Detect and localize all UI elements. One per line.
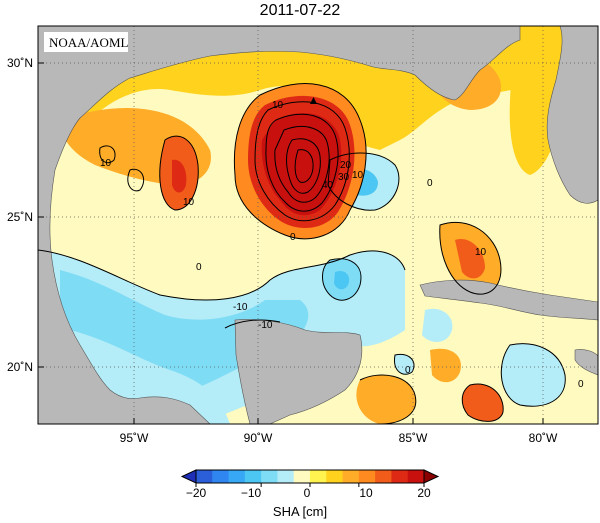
- colorbar-segment: [310, 470, 327, 483]
- colorbar: [180, 469, 440, 487]
- contour-label: 0: [578, 379, 584, 390]
- drifter-marker-icon: [310, 97, 317, 104]
- colorbar-tick: 10: [359, 486, 373, 500]
- colorbar-tick: −20: [186, 486, 207, 500]
- contour-label: 10: [272, 100, 284, 111]
- land-masses: [38, 26, 598, 424]
- colorbar-tick: −10: [241, 486, 262, 500]
- warm-eddy-south-1: [356, 375, 416, 424]
- caribbean-eddy-1: [501, 343, 566, 407]
- x-tick-label: 85˚W: [399, 431, 428, 445]
- x-axis-labels: 95˚W 90˚W 85˚W 80˚W: [120, 418, 558, 445]
- contour-label: 30: [338, 172, 350, 183]
- x-tick-label: 90˚W: [244, 431, 273, 445]
- colorbar-segment: [293, 470, 311, 483]
- contour-label: 10: [475, 247, 487, 258]
- colorbar-tick-labels: −20 −10 0 10 20: [186, 486, 431, 500]
- colorbar-tick: 0: [304, 486, 311, 500]
- warm-eddy-east-core: [455, 239, 485, 279]
- contour-label-group: 10 10 10 0 0 0 10 -10 -10 0 0 10 40 30 2…: [100, 100, 584, 390]
- contour-label: 20: [340, 160, 352, 171]
- colorbar-segment: [196, 470, 213, 483]
- caribbean-eddy-2: [422, 308, 453, 342]
- colorbar-segment: [391, 470, 409, 483]
- contour-label: 0: [290, 232, 296, 243]
- contour-label: 40: [322, 180, 334, 191]
- colorbar-segment: [342, 470, 360, 483]
- hispaniola-edge: [574, 349, 598, 376]
- credit-label: NOAA/AOML: [49, 35, 129, 50]
- y-axis-labels: 30˚N 25˚N 20˚N: [7, 56, 44, 374]
- mexico-us-land: [38, 26, 521, 424]
- contour-label: -10: [258, 320, 273, 331]
- cuba: [419, 279, 598, 321]
- contour-label: 0: [427, 178, 433, 189]
- contour-label: 0: [405, 365, 411, 376]
- colorbar-segment: [375, 470, 392, 483]
- colorbar-segment: [407, 470, 425, 483]
- yucatan-peninsula: [234, 319, 363, 424]
- contour-lines: [38, 83, 566, 424]
- colorbar-label: SHA [cm]: [272, 504, 328, 519]
- contour-label: 0: [196, 262, 202, 273]
- y-tick-label: 30˚N: [7, 56, 33, 70]
- colorbar-segment: [261, 470, 278, 483]
- colorbar-segment: [244, 470, 262, 483]
- colorbar-segment: [228, 470, 246, 483]
- map-title: 2011-07-22: [259, 2, 341, 19]
- credit-box: [44, 32, 128, 52]
- colorbar-segment: [212, 470, 230, 483]
- caribbean-eddy-3: [394, 354, 415, 375]
- warm-eddy-west-core: [172, 159, 187, 193]
- graticule: [38, 26, 598, 424]
- colorbar-tick: 20: [417, 486, 431, 500]
- map-frame: [37, 25, 599, 425]
- colorbar-segment: [277, 470, 295, 483]
- colorbar-segment: [326, 470, 344, 483]
- florida-strait-warm: [509, 39, 560, 176]
- contour-label: 10: [100, 158, 112, 169]
- y-tick-label: 25˚N: [7, 210, 33, 224]
- florida-peninsula: [520, 26, 598, 204]
- x-tick-label: 80˚W: [529, 431, 558, 445]
- contour-label: -10: [233, 302, 248, 313]
- warm-eddy-south-2: [462, 384, 504, 422]
- y-tick-label: 20˚N: [7, 360, 33, 374]
- colorbar-min-arrow: [180, 469, 197, 484]
- warm-eddy-south-3: [430, 348, 461, 383]
- x-tick-label: 95˚W: [120, 431, 149, 445]
- colorbar-max-arrow: [423, 469, 440, 484]
- colorbar-segment: [358, 470, 376, 483]
- eddy-negative-core: [334, 270, 350, 290]
- contour-label: 10: [352, 170, 364, 181]
- contour-label: 10: [183, 197, 195, 208]
- map-plot-area: 10 10 10 0 0 0 10 -10 -10 0 0 10 40 30 2…: [38, 26, 598, 424]
